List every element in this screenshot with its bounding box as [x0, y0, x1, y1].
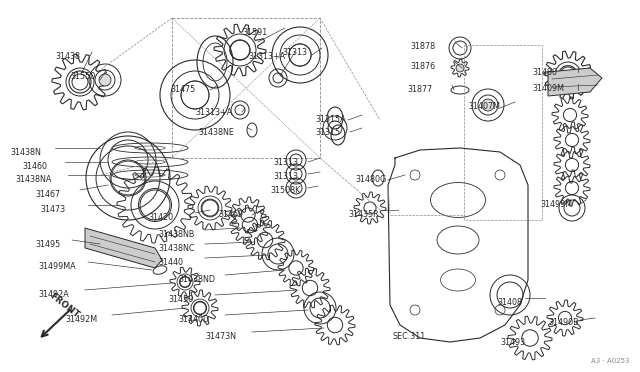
Text: 31450: 31450 — [168, 295, 193, 304]
Text: 31313: 31313 — [273, 172, 298, 181]
Polygon shape — [85, 228, 162, 268]
Text: 31408: 31408 — [497, 298, 522, 307]
Text: 31438NB: 31438NB — [158, 230, 195, 239]
Text: SEC.311: SEC.311 — [393, 332, 426, 341]
Bar — [464, 45, 542, 220]
Text: 31313+A: 31313+A — [195, 108, 232, 117]
Polygon shape — [548, 68, 602, 96]
Text: 31499M: 31499M — [540, 200, 572, 209]
Text: 31438: 31438 — [55, 52, 80, 61]
Text: 31499MA: 31499MA — [38, 262, 76, 271]
Text: 31435R: 31435R — [348, 210, 379, 219]
Circle shape — [482, 99, 494, 111]
Text: 31495: 31495 — [35, 240, 60, 249]
Text: 31313: 31313 — [273, 158, 298, 167]
Text: 31438NC: 31438NC — [158, 244, 195, 253]
Text: 31475: 31475 — [170, 85, 195, 94]
Text: 31876: 31876 — [410, 62, 435, 71]
Text: 31313: 31313 — [282, 48, 307, 57]
Text: 31493: 31493 — [500, 338, 525, 347]
Bar — [172, 18, 320, 158]
Text: 31440: 31440 — [158, 258, 183, 267]
Text: 31591: 31591 — [242, 28, 268, 37]
Text: 31420: 31420 — [148, 213, 173, 222]
Text: 31492A: 31492A — [38, 290, 68, 299]
Text: 31409M: 31409M — [532, 84, 564, 93]
Text: A3 · A0253: A3 · A0253 — [591, 358, 630, 364]
Text: 31438ND: 31438ND — [178, 275, 215, 284]
Text: 31490B: 31490B — [548, 318, 579, 327]
Text: 31315: 31315 — [315, 128, 340, 137]
Text: 31438NE: 31438NE — [198, 128, 234, 137]
Text: 31438N: 31438N — [10, 148, 41, 157]
Text: 31313+A: 31313+A — [248, 52, 285, 61]
Text: 31473: 31473 — [40, 205, 65, 214]
Text: 31473N: 31473N — [205, 332, 236, 341]
Text: 31480: 31480 — [532, 68, 557, 77]
Text: 31315A: 31315A — [315, 115, 346, 124]
Text: 31440D: 31440D — [178, 315, 209, 324]
Text: 31492M: 31492M — [65, 315, 97, 324]
Text: 31467: 31467 — [35, 190, 60, 199]
Circle shape — [456, 64, 464, 72]
Text: 31878: 31878 — [410, 42, 435, 51]
Text: 31469: 31469 — [218, 210, 243, 219]
Text: 31407M: 31407M — [468, 102, 500, 111]
Circle shape — [99, 74, 111, 86]
Text: 31460: 31460 — [22, 162, 47, 171]
Text: 31438NA: 31438NA — [15, 175, 51, 184]
Text: 31877: 31877 — [407, 85, 432, 94]
Text: 31550: 31550 — [70, 72, 95, 81]
Text: FRONT: FRONT — [48, 292, 81, 320]
Text: 31508K: 31508K — [270, 186, 300, 195]
Text: 31480G: 31480G — [355, 175, 387, 184]
